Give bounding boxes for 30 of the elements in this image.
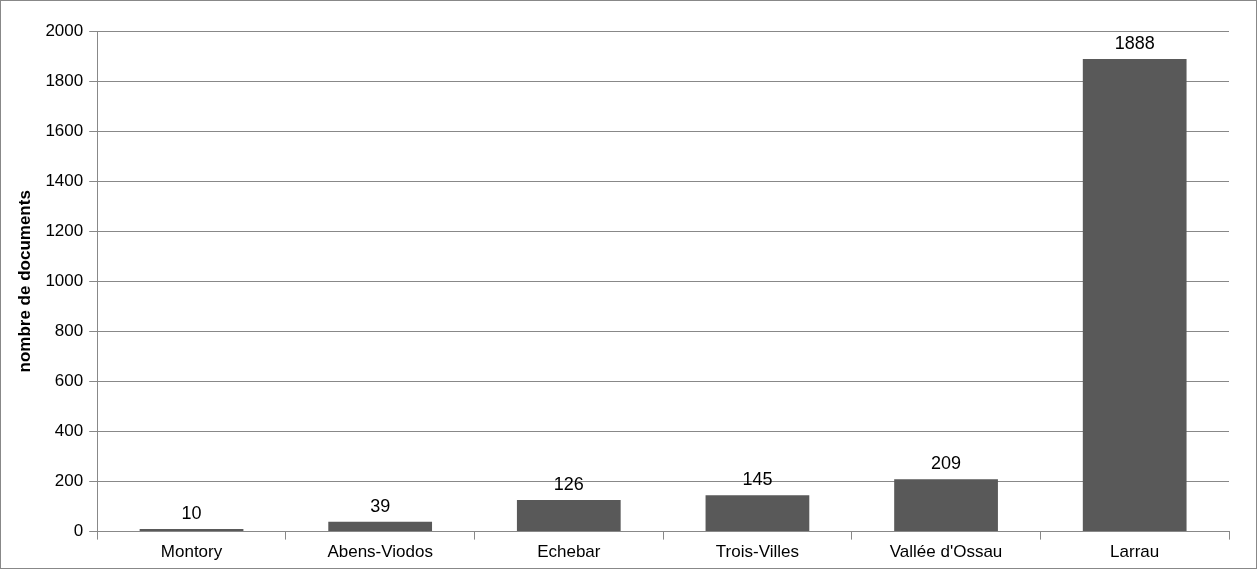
y-tick-label: 1000 [45,270,84,290]
bar [139,529,244,532]
bar [1082,59,1187,532]
y-tick-label: 1200 [45,220,84,240]
y-tick-label: 800 [54,321,84,341]
y-tick-label: 1600 [45,120,84,140]
y-tick-label: 400 [54,421,84,441]
data-label: 39 [370,495,391,516]
y-tick-label: 200 [54,471,84,491]
data-label: 126 [553,474,584,495]
x-tick-label: Abens-Viodos [327,542,433,562]
x-tick-label: Vallée d'Ossau [889,542,1003,562]
data-label: 1888 [1114,33,1155,53]
x-tick-label: Montory [160,542,223,562]
y-tick-label: 600 [54,371,84,391]
y-tick-label: 2000 [45,20,84,40]
data-label: 10 [181,503,202,524]
x-tick-label: Larrau [1110,542,1160,562]
y-tick-label: 1400 [45,170,84,190]
data-label: 209 [931,453,962,474]
x-tick-label: Trois-Villes [715,542,799,562]
bar [705,495,810,532]
y-tick-label: 1800 [45,70,84,90]
x-tick-label: Echebar [537,542,601,562]
y-tick-label: 0 [73,521,84,541]
data-label: 145 [742,469,773,490]
bar [516,500,621,532]
y-axis-title: nombre de documents [14,190,34,373]
bar [328,521,433,532]
bar [894,479,998,532]
